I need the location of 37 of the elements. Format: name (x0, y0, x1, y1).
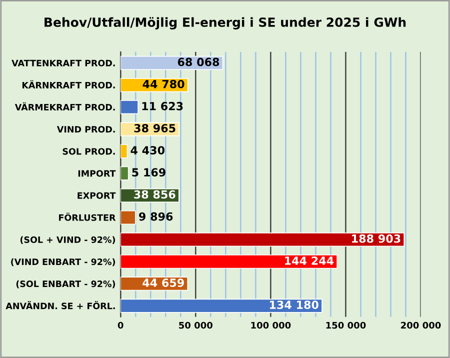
bar (120, 210, 136, 225)
bar (120, 232, 405, 247)
bar (120, 166, 129, 180)
data-label: 188 903 (352, 234, 400, 243)
bar (120, 298, 322, 313)
data-label: 38 856 (134, 190, 176, 199)
data-label: 4 430 (130, 146, 165, 154)
chart-title: Behov/Utfall/Möjlig El-energi i SE under 2025 i GWh (44, 17, 406, 30)
y-tick-label: (VIND ENBART - 92%) (11, 258, 115, 266)
data-label: 134 180 (270, 300, 318, 310)
data-label: 9 896 (139, 212, 173, 221)
y-tick-label: ANVÄNDN. SE + FÖRL. (6, 301, 115, 310)
y-tick-label: VÄRMEKRAFT PROD. (14, 102, 115, 111)
data-label: 144 244 (285, 256, 334, 265)
data-label: 38 965 (134, 124, 176, 132)
y-tick-label: (SOL + VIND - 92%) (20, 236, 115, 244)
y-tick-label: VATTENKRAFT PROD. (12, 60, 115, 66)
y-tick-label: SOL PROD. (62, 148, 115, 155)
x-tick-label: 50 000 (179, 322, 212, 329)
bar (120, 254, 338, 269)
y-tick-label: (SOL ENBART - 92%) (16, 280, 115, 288)
data-label: 68 068 (178, 58, 220, 66)
y-tick-label: EXPORT (78, 192, 116, 199)
y-tick-label: KÄRNKRAFT PROD. (22, 80, 115, 88)
x-tick-label: 100 000 (251, 322, 291, 329)
x-tick-label: 200 000 (401, 322, 441, 329)
x-tick-label: 150 000 (326, 322, 366, 329)
data-label: 44 780 (142, 80, 184, 88)
data-label: 11 623 (142, 102, 183, 110)
data-label: 44 659 (142, 278, 184, 287)
bar (120, 144, 128, 158)
y-tick-label: VIND PROD. (56, 126, 115, 133)
y-tick-label: FÖRLUSTER (59, 212, 116, 221)
x-tick-label: 0 (118, 322, 124, 329)
data-label: 5 169 (132, 168, 166, 177)
bar (120, 100, 138, 114)
y-tick-label: IMPORT (78, 170, 116, 177)
